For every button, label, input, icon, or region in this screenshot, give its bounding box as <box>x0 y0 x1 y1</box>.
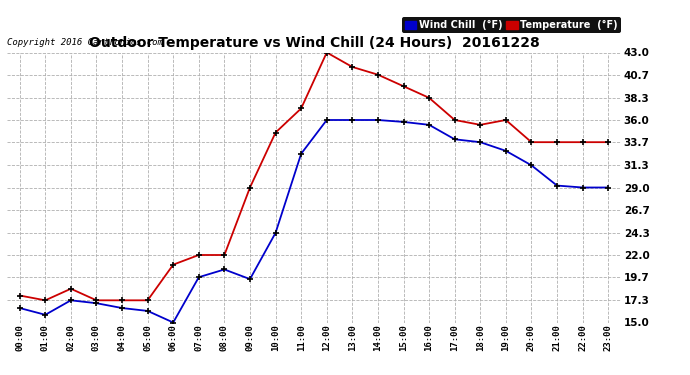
Title: Outdoor Temperature vs Wind Chill (24 Hours)  20161228: Outdoor Temperature vs Wind Chill (24 Ho… <box>88 36 540 50</box>
Text: Copyright 2016 Cartronics.com: Copyright 2016 Cartronics.com <box>7 38 163 47</box>
Legend: Wind Chill  (°F), Temperature  (°F): Wind Chill (°F), Temperature (°F) <box>402 17 621 33</box>
